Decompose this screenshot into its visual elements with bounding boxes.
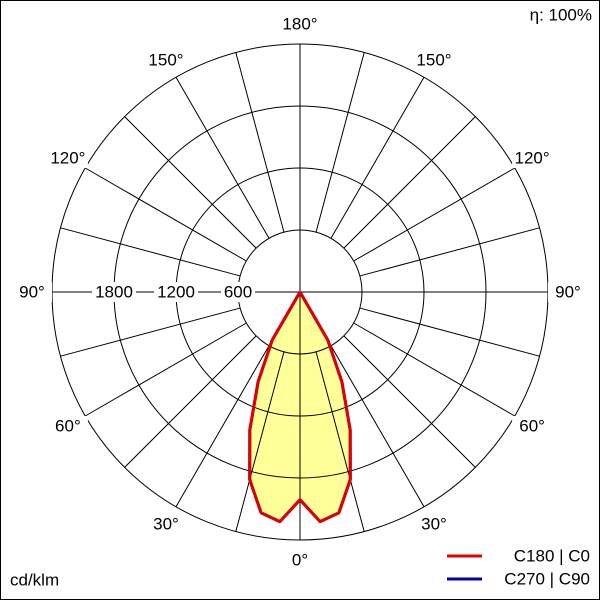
angle-tick-label: 90° <box>555 282 581 301</box>
radial-grid-line <box>175 345 270 508</box>
label-bg <box>47 148 88 168</box>
angle-tick-label: 120° <box>515 148 550 167</box>
radial-grid-line <box>60 227 241 277</box>
label-bg <box>512 416 553 436</box>
label-bg <box>280 14 320 34</box>
intensity-curve <box>298 291 352 524</box>
intensity-curve <box>248 291 302 524</box>
angle-tick-label: 60° <box>55 416 81 435</box>
label-bg <box>221 282 255 302</box>
angle-tick-label: 30° <box>421 515 447 534</box>
label-bg <box>12 282 52 302</box>
label-bg <box>548 282 588 302</box>
angle-tick-label: 150° <box>416 50 451 69</box>
light-fill <box>249 292 300 522</box>
angle-tick-label: 90° <box>19 282 45 301</box>
radial-grid-line <box>175 76 270 239</box>
light-fill <box>300 292 351 522</box>
angle-tick-label: 30° <box>153 515 179 534</box>
label-bg <box>92 282 136 302</box>
radial-grid-line <box>359 307 540 357</box>
radial-grid-line <box>343 116 476 249</box>
radial-grid-line <box>343 335 476 468</box>
radial-tick-label: 1200 <box>157 282 195 301</box>
unit-label: cd/klm <box>10 570 59 589</box>
radial-grid-line <box>124 116 257 249</box>
radial-grid-line <box>235 52 285 233</box>
radial-tick-label: 600 <box>224 282 252 301</box>
radial-grid-line <box>315 52 365 233</box>
radial-grid-line <box>353 322 516 417</box>
angle-tick-label: 180° <box>282 14 317 33</box>
legend-label: C180 | C0 <box>514 546 590 565</box>
radial-grid-line <box>330 345 425 508</box>
angle-tick-label: 120° <box>50 148 85 167</box>
angle-tick-label: 0° <box>292 550 308 569</box>
radial-grid-line <box>330 76 425 239</box>
radial-grid-line <box>124 335 257 468</box>
label-bg <box>146 514 186 535</box>
label-bg <box>280 550 320 570</box>
radial-grid-line <box>84 322 247 417</box>
label-bg <box>47 416 88 436</box>
angle-tick-label: 150° <box>148 50 183 69</box>
radial-grid-line <box>359 227 540 277</box>
label-bg <box>512 148 553 168</box>
label-bg <box>414 514 454 535</box>
efficiency: η: 100% <box>530 5 592 24</box>
radial-grid-line <box>84 167 247 262</box>
label-bg <box>146 49 186 70</box>
angle-tick-label: 60° <box>519 416 545 435</box>
label-bg <box>414 49 454 70</box>
radial-grid-line <box>353 167 516 262</box>
radial-grid-line <box>315 351 365 532</box>
radial-grid-line <box>235 351 285 532</box>
legend-label: C270 | C90 <box>504 569 590 588</box>
radial-grid-line <box>60 307 241 357</box>
label-bg <box>154 282 198 302</box>
radial-tick-label: 1800 <box>95 282 133 301</box>
